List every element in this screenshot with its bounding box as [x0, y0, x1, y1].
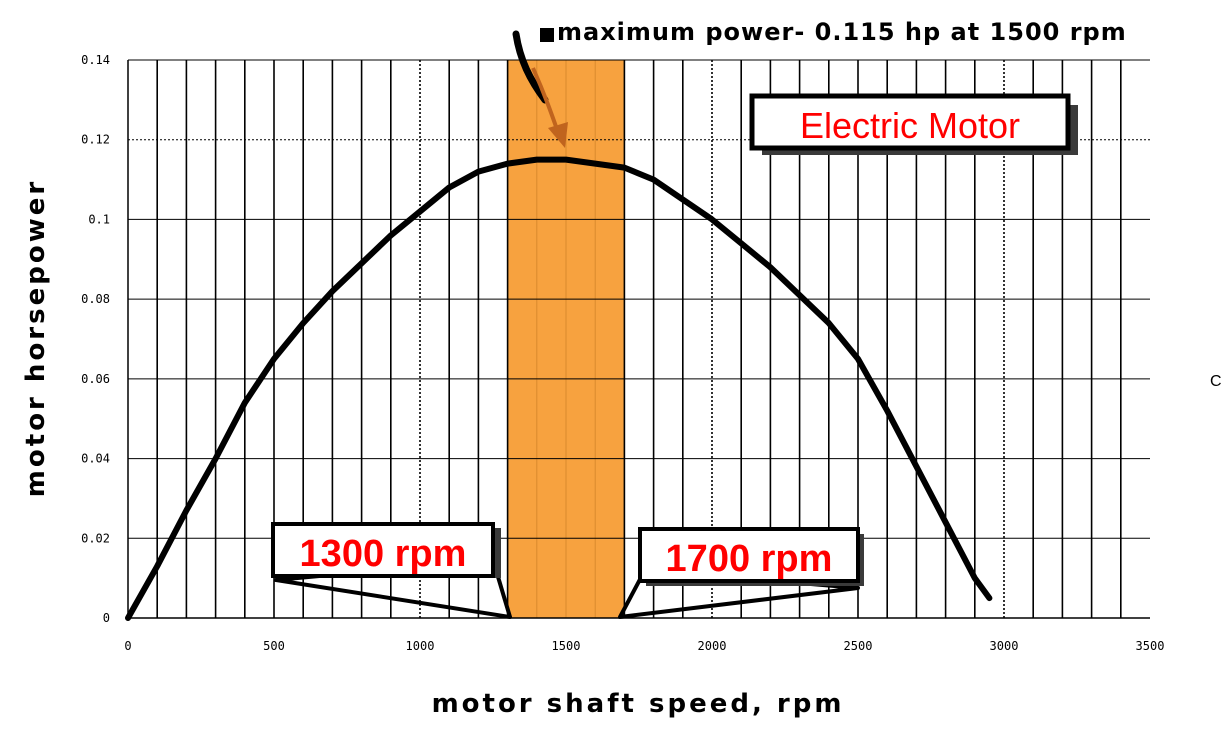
right-callout-frame	[638, 527, 860, 583]
x-tick-label: 2500	[844, 639, 873, 653]
x-tick-label: 1000	[406, 639, 435, 653]
y-tick-label: 0	[103, 611, 110, 625]
x-tick-label: 3500	[1136, 639, 1165, 653]
max-annotation-marker	[540, 28, 554, 42]
y-tick-labels: 0 0.02 0.04 0.06 0.08 0.1 0.12 0.14	[81, 53, 110, 625]
y-tick-label: 0.1	[88, 212, 110, 226]
x-tick-label: 2000	[698, 639, 727, 653]
legend-label: Electric Motor	[800, 105, 1020, 146]
max-power-annotation: maximum power- 0.115 hp at 1500 rpm	[512, 18, 1127, 148]
x-tick-labels: 0 500 1000 1500 2000 2500 3000 3500	[124, 639, 1164, 653]
y-tick-label: 0.08	[81, 292, 110, 306]
x-tick-label: 0	[124, 639, 131, 653]
max-annotation-leader	[512, 30, 549, 104]
y-tick-label: 0.04	[81, 452, 110, 466]
right-callout: 1700 rpm	[618, 527, 864, 619]
legend-box: Electric Motor	[749, 93, 1078, 155]
right-callout-label: 1700 rpm	[666, 538, 833, 580]
y-axis-title: motor horsepower	[21, 179, 51, 497]
y-tick-label: 0.14	[81, 53, 110, 67]
x-tick-label: 1500	[552, 639, 581, 653]
max-power-label: maximum power- 0.115 hp at 1500 rpm	[557, 18, 1127, 46]
y-tick-label: 0.12	[81, 133, 110, 147]
y-tick-label: 0.02	[81, 531, 110, 545]
stray-glyph: C	[1210, 373, 1222, 390]
x-tick-label: 500	[263, 639, 285, 653]
x-axis-title: motor shaft speed, rpm	[432, 689, 845, 719]
legend-frame	[749, 93, 1071, 151]
left-callout-label: 1300 rpm	[300, 533, 467, 575]
y-tick-label: 0.06	[81, 372, 110, 386]
horsepower-curve	[125, 156, 993, 621]
max-annotation-arrowhead	[548, 122, 568, 148]
x-tick-label: 3000	[990, 639, 1019, 653]
left-callout-frame	[271, 522, 495, 578]
left-callout: 1300 rpm	[271, 522, 512, 619]
